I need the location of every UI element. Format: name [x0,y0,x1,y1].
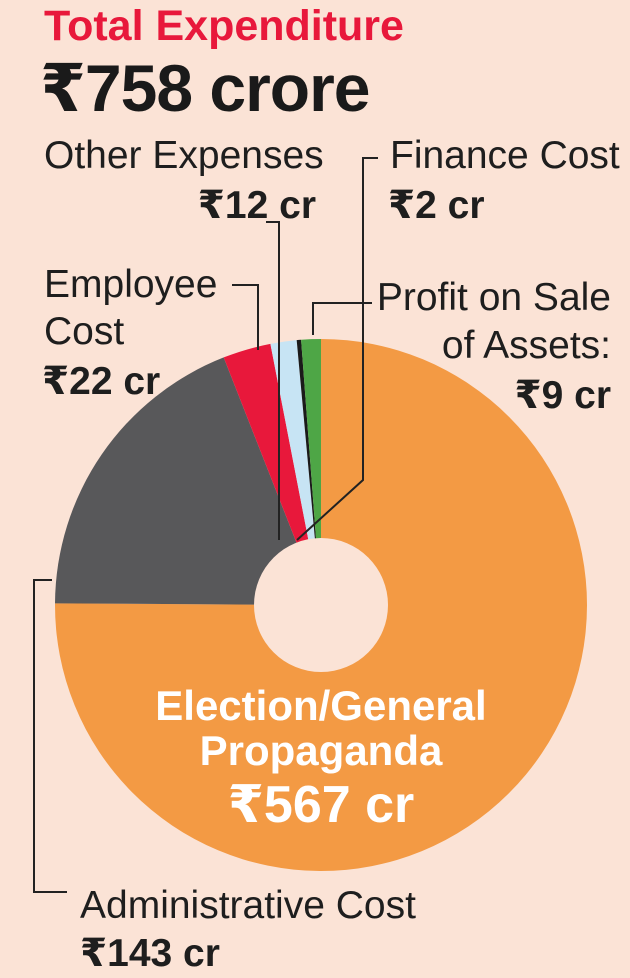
label-election-line1: Election/General [155,682,486,729]
value-election: ₹567 cr [228,776,415,834]
leader-administrative-cost [33,579,67,893]
value-other-expenses: ₹12 cr [198,184,316,227]
slice-employee [223,343,321,605]
chart-title: Total Expenditure [44,2,404,50]
label-other-expenses: Other Expenses [44,134,324,177]
value-employee-cost: ₹22 cr [42,360,160,403]
donut-hole [254,538,388,672]
value-profit-assets: ₹9 cr [514,374,611,417]
slice-admin [55,357,321,605]
label-election-line2: Propaganda [200,727,443,774]
leader-other-expenses [266,221,280,540]
label-employee-cost-line2: Cost [44,310,124,353]
label-profit-assets-line2: of Assets: [442,324,611,367]
slice-other [270,340,321,605]
value-administrative-cost: ₹143 cr [80,932,220,975]
total-amount: ₹758 crore [40,51,370,125]
label-finance-cost: Finance Cost [390,134,620,177]
leader-profit-assets [312,302,372,335]
leader-finance-cost [296,157,378,541]
leader-employee-cost [232,284,259,350]
label-profit-assets-line1: Profit on Sale [377,276,611,319]
label-administrative-cost: Administrative Cost [80,884,416,927]
label-employee-cost-line1: Employee [44,263,217,306]
value-finance-cost: ₹2 cr [388,184,485,227]
